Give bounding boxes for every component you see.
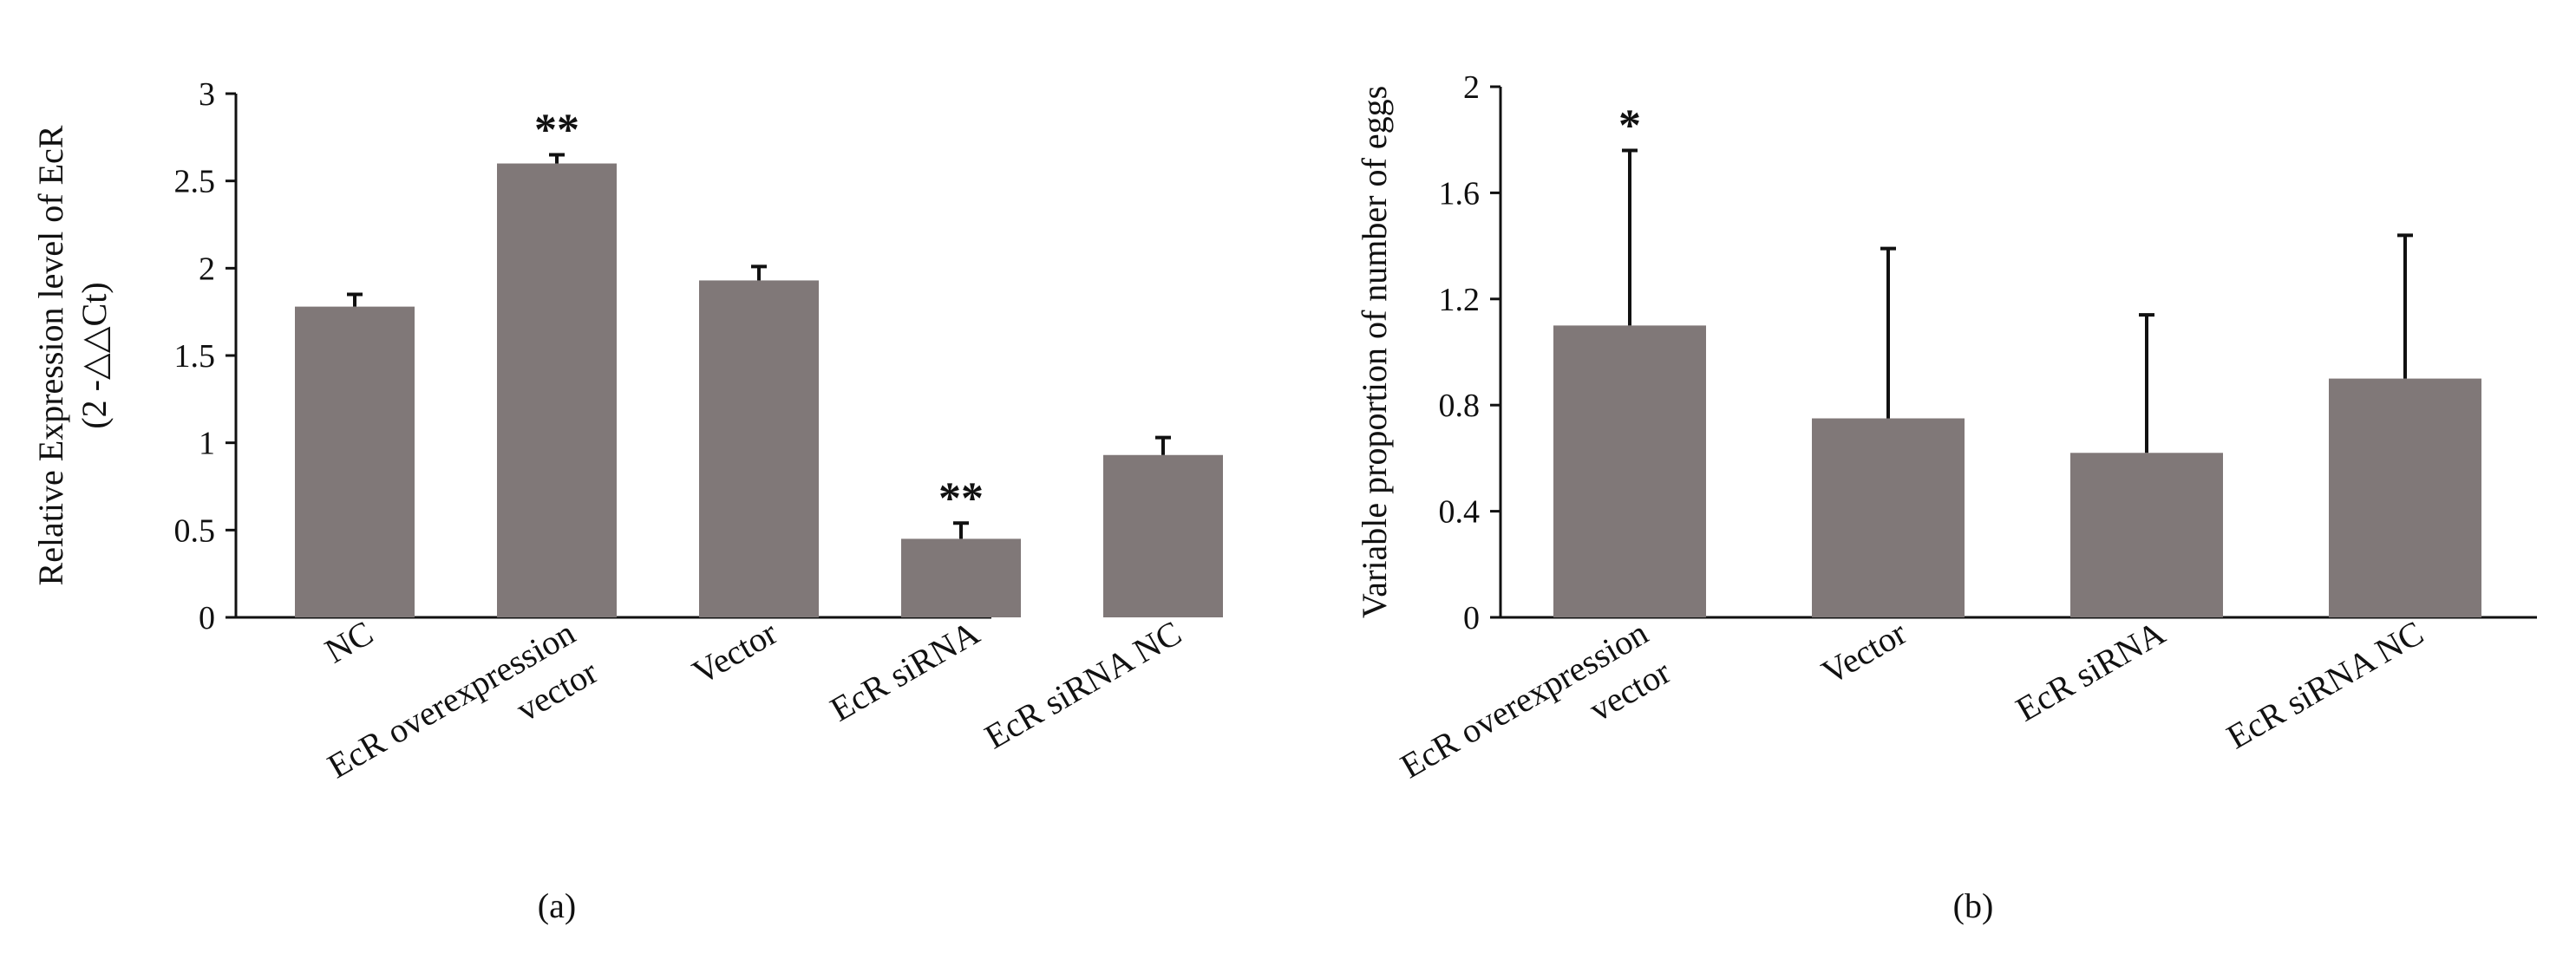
- b-y-axis-title: Variable proportion of number of eggs: [1355, 86, 1394, 618]
- b-bar: [2070, 453, 2223, 617]
- a-category-label: Vector: [686, 613, 784, 692]
- b-y-tick-label: 1.6: [1439, 175, 1481, 212]
- a-category-label: EcR siRNA NC: [978, 613, 1188, 757]
- a-significance-mark: **: [534, 105, 579, 154]
- a-category-label-line: NC: [318, 613, 380, 671]
- b-category-label-line: EcR siRNA: [2009, 613, 2171, 729]
- a-category-label-line: EcR siRNA: [823, 613, 985, 729]
- b-category-label: EcR siRNA NC: [2220, 613, 2430, 757]
- b-y-tick-label: 2: [1463, 69, 1480, 106]
- b-y-tick-label: 1.2: [1439, 282, 1481, 318]
- b-y-tick-label: 0: [1463, 600, 1480, 636]
- a-y-tick-label: 1: [199, 426, 215, 462]
- a-category-label: NC: [318, 613, 380, 671]
- a-bar: [699, 280, 819, 617]
- a-y-tick-label: 1.5: [174, 338, 216, 375]
- a-y-axis-title: Relative Expression level of EcR: [31, 125, 70, 585]
- a-y-tick-label: 0.5: [174, 512, 216, 549]
- b-y-tick-label: 0.4: [1439, 494, 1481, 531]
- a-y-tick-label: 0: [199, 600, 215, 636]
- a-bar: [497, 163, 617, 618]
- b-category-label: Vector: [1815, 613, 1913, 692]
- b-category-label-line: Vector: [1815, 613, 1913, 692]
- b-significance-mark: *: [1618, 101, 1641, 150]
- a-category-label-line: Vector: [686, 613, 784, 692]
- a-y-tick-label: 2: [199, 251, 215, 287]
- b-category-label: EcR overexpressionvector: [1394, 613, 1677, 825]
- chart-b: 0 0.4 0.8 1.2 1.6 2 * EcR overexpressionvector V…: [1301, 0, 2576, 959]
- b-bar: [1553, 325, 1706, 617]
- a-category-label: EcR siRNA: [823, 613, 985, 729]
- a-category-label-line: EcR siRNA NC: [978, 613, 1188, 757]
- b-bar: [2329, 378, 2481, 617]
- b-panel-caption: (b): [1953, 886, 1994, 925]
- a-bar: [901, 538, 1021, 617]
- a-panel-caption: (a): [538, 886, 576, 925]
- b-category-label: EcR siRNA: [2009, 613, 2171, 729]
- a-y-axis-subtitle: (2 -△△Ct): [75, 282, 114, 428]
- chart-a: 0 0.5 1 1.5 2 2.5 3 NC ** EcR overexpressionvecto…: [31, 76, 1223, 925]
- a-y-tick-label: 3: [199, 76, 215, 113]
- a-y-tick-label: 2.5: [174, 164, 216, 200]
- b-category-label-line: EcR siRNA NC: [2220, 613, 2430, 757]
- a-bar: [1103, 454, 1223, 617]
- b-y-tick-label: 0.8: [1439, 388, 1481, 424]
- b-bar: [1812, 418, 1965, 617]
- a-bar: [295, 306, 415, 617]
- a-significance-mark: **: [938, 473, 984, 523]
- chart-b-svg: 00.40.81.21.62*EcR overexpressionvector V…: [1355, 69, 2537, 925]
